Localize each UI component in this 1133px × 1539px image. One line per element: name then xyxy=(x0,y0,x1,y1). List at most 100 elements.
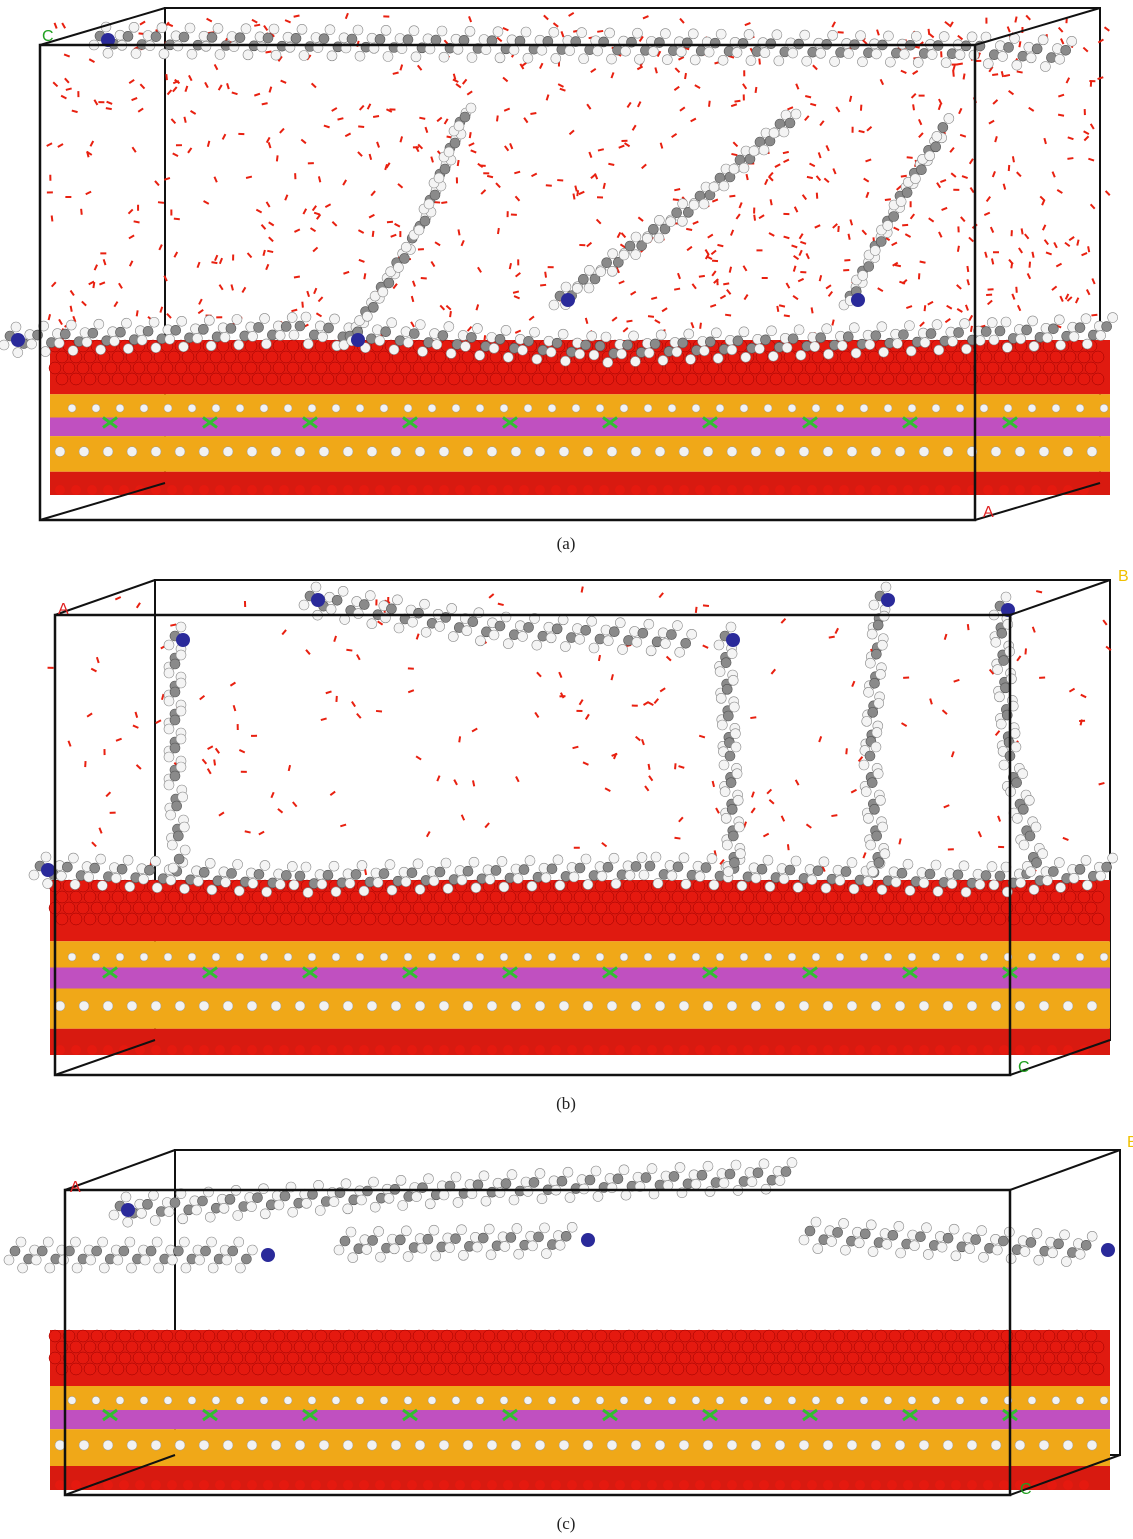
water xyxy=(197,262,199,268)
hydrogen xyxy=(812,404,820,412)
oxygen xyxy=(273,1330,285,1342)
oxygen xyxy=(87,485,97,495)
oxygen xyxy=(525,1352,537,1364)
oxygen xyxy=(519,1045,529,1055)
hydrogen xyxy=(429,876,439,886)
water xyxy=(673,199,679,200)
water xyxy=(547,95,549,101)
water xyxy=(234,705,236,711)
hydrogen xyxy=(596,404,604,412)
oxygen xyxy=(711,1480,721,1490)
oxygen xyxy=(875,1330,887,1342)
oxygen xyxy=(266,1363,278,1375)
carbon xyxy=(609,627,619,637)
hydrogen xyxy=(899,49,909,59)
oxygen xyxy=(983,1480,993,1490)
oxygen xyxy=(168,1341,180,1353)
hydrogen xyxy=(607,447,617,457)
slab-layer xyxy=(50,941,1110,967)
water xyxy=(805,116,809,121)
water xyxy=(852,681,854,687)
oxygen xyxy=(700,1341,712,1353)
hydrogen xyxy=(746,56,756,66)
oxygen xyxy=(322,351,334,363)
oxygen xyxy=(665,880,677,892)
hydrogen xyxy=(94,319,104,329)
hydrogen xyxy=(149,1190,159,1200)
oxygen xyxy=(791,485,801,495)
carbon xyxy=(673,862,683,872)
oxygen xyxy=(840,891,852,903)
oxygen xyxy=(399,1330,411,1342)
hydrogen xyxy=(931,860,941,870)
oxygen xyxy=(1078,891,1090,903)
water xyxy=(703,645,708,648)
oxygen xyxy=(70,913,82,925)
hydrogen xyxy=(417,1243,427,1253)
water xyxy=(929,34,934,38)
oxygen xyxy=(140,891,152,903)
hydrogen xyxy=(579,54,589,64)
hydrogen xyxy=(839,1218,849,1228)
oxygen xyxy=(238,913,250,925)
hydrogen xyxy=(692,953,700,961)
water xyxy=(393,72,399,73)
water xyxy=(514,296,520,298)
water xyxy=(913,71,918,74)
hydrogen xyxy=(472,1242,482,1252)
water xyxy=(398,184,403,188)
oxygen xyxy=(336,913,348,925)
water xyxy=(1017,172,1021,176)
oxygen xyxy=(630,1363,642,1375)
hydrogen xyxy=(719,1178,729,1188)
oxygen xyxy=(199,485,209,495)
hydrogen xyxy=(648,47,658,57)
oxygen xyxy=(707,1330,719,1342)
oxygen xyxy=(231,362,243,374)
water xyxy=(712,199,718,201)
hydrogen xyxy=(150,1216,160,1226)
hydrogen xyxy=(1015,447,1025,457)
oxygen xyxy=(77,1330,89,1342)
hydrogen xyxy=(391,447,401,457)
water xyxy=(573,194,574,200)
hydrogen xyxy=(703,1161,713,1171)
water xyxy=(291,310,297,312)
oxygen xyxy=(695,1480,705,1490)
oxygen xyxy=(503,485,513,495)
water xyxy=(417,634,419,640)
hydrogen xyxy=(343,447,353,457)
hydrogen xyxy=(903,859,913,869)
oxygen xyxy=(861,362,873,374)
water xyxy=(205,82,208,87)
water xyxy=(461,240,463,246)
water xyxy=(969,237,973,241)
oxygen xyxy=(112,913,124,925)
oxygen xyxy=(420,1363,432,1375)
hydrogen xyxy=(92,404,100,412)
oxygen xyxy=(882,1341,894,1353)
hydrogen xyxy=(896,1248,906,1258)
hydrogen xyxy=(955,50,965,60)
oxygen xyxy=(595,1330,607,1342)
water xyxy=(1025,234,1029,239)
hydrogen xyxy=(1096,331,1106,341)
oxygen xyxy=(588,913,600,925)
water xyxy=(957,309,962,312)
hydrogen xyxy=(865,340,875,350)
water xyxy=(214,177,216,183)
water xyxy=(623,328,628,332)
water xyxy=(413,281,415,287)
carbon xyxy=(781,1167,791,1177)
hydrogen xyxy=(563,1167,573,1177)
water xyxy=(945,319,950,322)
hydrogen xyxy=(703,447,713,457)
hydrogen xyxy=(634,54,644,64)
carbon xyxy=(225,1194,235,1204)
water xyxy=(346,13,348,19)
hydrogen xyxy=(151,1440,161,1450)
oxygen xyxy=(133,1330,145,1342)
hydrogen xyxy=(884,1396,892,1404)
oxygen xyxy=(168,373,180,385)
oxygen xyxy=(487,485,497,495)
